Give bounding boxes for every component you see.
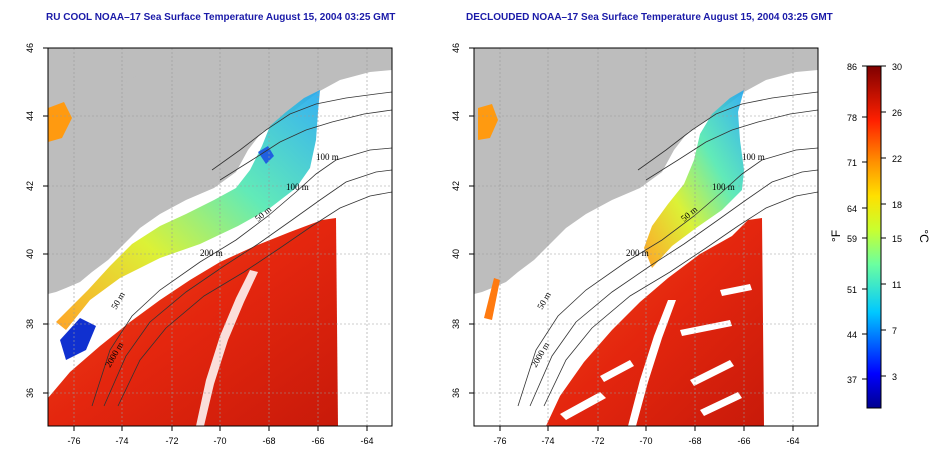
- colorbar-c-tick-2: 26: [892, 108, 902, 118]
- left-x-tick-4: -70: [213, 436, 226, 446]
- colorbar-f-tick-7: 44: [847, 330, 857, 340]
- colorbar-c-tick-3: 22: [892, 154, 902, 164]
- colorbar-f-tick-6: 51: [847, 285, 857, 295]
- colorbar-f-tick-8: 37: [847, 375, 857, 385]
- right-x-tick-4: -70: [639, 436, 652, 446]
- left-x-tick-3: -72: [165, 436, 178, 446]
- left-y-tick-5: 38: [25, 319, 35, 329]
- right-contour-label-4: 200 m: [626, 248, 649, 258]
- right-y-tick-3: 42: [451, 181, 461, 191]
- colorbar-gradient: [866, 65, 882, 409]
- colorbar-c-tick-5: 15: [892, 234, 902, 244]
- colorbar-f-tick-2: 78: [847, 113, 857, 123]
- left-map: 100 m 100 m 50 m 200 m 50 m 2000 m -76 -…: [25, 43, 393, 446]
- right-tick-marks: [469, 47, 794, 431]
- left-y-tick-3: 42: [25, 181, 35, 191]
- right-x-tick-5: -68: [688, 436, 701, 446]
- right-x-tick-7: -64: [786, 436, 799, 446]
- right-land: [474, 48, 818, 294]
- left-y-tick-6: 36: [25, 388, 35, 398]
- left-x-tick-6: -66: [311, 436, 324, 446]
- left-grid: [48, 48, 392, 426]
- colorbar-c-tick-8: 3: [892, 372, 897, 382]
- right-x-tick-2: -74: [541, 436, 554, 446]
- left-x-tick-1: -76: [67, 436, 80, 446]
- left-contour-label-2: 100 m: [286, 182, 309, 192]
- right-x-tick-3: -72: [591, 436, 604, 446]
- right-map: 100 m 100 m 50 m 200 m 50 m 2000 m -76 -…: [451, 43, 819, 446]
- left-y-tick-4: 40: [25, 249, 35, 259]
- left-warm-spot: [48, 102, 72, 142]
- left-contour-label-4: 200 m: [200, 248, 223, 258]
- right-contour-label-2: 100 m: [712, 182, 735, 192]
- left-x-tick-5: -68: [262, 436, 275, 446]
- right-contour-label-1: 100 m: [742, 152, 765, 162]
- left-y-tick-2: 44: [25, 111, 35, 121]
- left-x-tick-7: -64: [360, 436, 373, 446]
- colorbar-f-tick-1: 86: [847, 62, 857, 72]
- colorbar-f-tick-3: 71: [847, 158, 857, 168]
- colorbar: 86 78 71 64 59 51 44 37 30 26 22 18 15 1…: [829, 62, 931, 409]
- right-y-tick-1: 46: [451, 43, 461, 53]
- left-contours: [91, 91, 392, 407]
- left-cloud-streak: [196, 270, 258, 426]
- right-shelf-water: [644, 90, 744, 268]
- right-y-tick-6: 36: [451, 388, 461, 398]
- left-cold-patch: [60, 318, 96, 360]
- right-contours: [517, 91, 818, 407]
- colorbar-c-tick-6: 11: [892, 280, 901, 290]
- right-x-tick-6: -66: [737, 436, 750, 446]
- left-contour-label-1: 100 m: [316, 152, 339, 162]
- right-x-tick-1: -76: [493, 436, 506, 446]
- colorbar-c-tick-7: 7: [892, 326, 897, 336]
- left-cold-patch-2: [258, 146, 274, 164]
- colorbar-c-tick-4: 18: [892, 200, 902, 210]
- left-panel-title: RU COOL NOAA–17 Sea Surface Temperature …: [46, 12, 396, 23]
- left-warm-water: [48, 218, 338, 426]
- right-y-tick-5: 38: [451, 319, 461, 329]
- right-y-tick-2: 44: [451, 111, 461, 121]
- right-warm-spot: [478, 104, 498, 140]
- colorbar-f-tick-5: 59: [847, 234, 857, 244]
- colorbar-c-tick-1: 30: [892, 62, 902, 72]
- right-grid: [474, 48, 818, 426]
- colorbar-tick-marks: [862, 65, 886, 380]
- right-y-tick-4: 40: [451, 249, 461, 259]
- left-island: [126, 76, 140, 90]
- left-tick-marks: [43, 47, 368, 431]
- colorbar-f-tick-4: 64: [847, 204, 857, 214]
- right-panel-title: DECLOUDED NOAA–17 Sea Surface Temperatur…: [466, 12, 833, 23]
- left-land: [48, 48, 392, 294]
- left-x-tick-2: -74: [115, 436, 128, 446]
- right-warm-strip: [484, 278, 500, 320]
- colorbar-fahrenheit-label: °F: [829, 230, 843, 242]
- colorbar-celsius-label: °C: [917, 229, 931, 243]
- left-y-tick-1: 46: [25, 43, 35, 53]
